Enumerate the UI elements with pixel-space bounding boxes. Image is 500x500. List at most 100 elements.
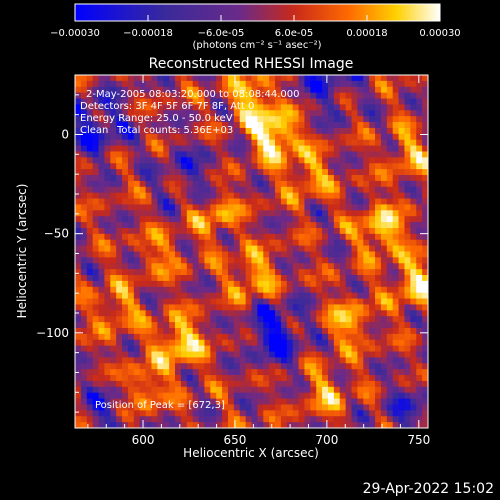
heatmap-cell	[404, 198, 411, 206]
heatmap-cell	[104, 410, 111, 417]
heatmap-cell	[398, 186, 406, 194]
heatmap-cell	[175, 369, 182, 376]
heatmap-cell	[210, 116, 217, 123]
heatmap-cell	[216, 86, 223, 94]
heatmap-cell	[380, 210, 388, 217]
heatmap-cell	[186, 210, 194, 217]
heatmap-cell	[263, 163, 270, 170]
heatmap-cell	[86, 310, 94, 317]
heatmap-cell	[216, 298, 223, 306]
annotation-clean: Clean	[80, 125, 108, 136]
heatmap-cell	[151, 222, 158, 229]
heatmap-cell	[233, 280, 241, 288]
heatmap-cell	[392, 339, 400, 347]
heatmap-cell	[198, 157, 206, 164]
heatmap-cell	[175, 275, 182, 282]
heatmap-cell	[163, 269, 170, 276]
heatmap-cell	[216, 392, 223, 400]
heatmap-cell	[169, 204, 176, 211]
heatmap-cell	[98, 227, 106, 235]
heatmap-cell	[333, 192, 341, 200]
heatmap-cell	[375, 298, 382, 306]
heatmap-cell	[298, 163, 306, 170]
heatmap-cell	[239, 251, 247, 258]
heatmap-cell	[392, 180, 400, 188]
heatmap-cell	[192, 392, 200, 400]
heatmap-cell	[157, 104, 164, 111]
heatmap-cell	[192, 186, 200, 194]
heatmap-cell	[392, 351, 400, 358]
heatmap-cell	[210, 416, 217, 423]
heatmap-cell	[75, 192, 82, 200]
heatmap-cell	[310, 292, 317, 300]
heatmap-cell	[327, 304, 335, 311]
heatmap-cell	[127, 310, 135, 317]
heatmap-cell	[380, 216, 388, 223]
heatmap-cell	[380, 80, 388, 88]
heatmap-cell	[163, 198, 170, 206]
heatmap-cell	[222, 416, 229, 423]
heatmap-cell	[339, 351, 347, 358]
heatmap-cell	[175, 210, 182, 217]
heatmap-cell	[251, 333, 258, 341]
heatmap-cell	[375, 222, 382, 229]
heatmap-cell	[322, 186, 329, 194]
heatmap-cell	[75, 216, 82, 223]
heatmap-cell	[122, 416, 129, 423]
heatmap-cell	[222, 369, 229, 376]
heatmap-cell	[339, 98, 347, 106]
heatmap-cell	[269, 239, 276, 247]
heatmap-cell	[263, 345, 270, 353]
heatmap-cell	[292, 392, 300, 400]
heatmap-cell	[157, 80, 164, 88]
heatmap-cell	[122, 304, 129, 311]
heatmap-cell	[222, 151, 229, 158]
heatmap-cell	[380, 151, 388, 158]
heatmap-cell	[322, 227, 329, 235]
heatmap-cell	[186, 422, 194, 428]
heatmap-cell	[227, 86, 235, 94]
heatmap-cell	[216, 310, 223, 317]
heatmap-cell	[286, 227, 294, 235]
heatmap-cell	[80, 75, 88, 82]
heatmap-cell	[263, 333, 270, 341]
heatmap-cell	[186, 80, 194, 88]
heatmap-cell	[263, 304, 270, 311]
heatmap-cell	[222, 327, 229, 335]
heatmap-cell	[186, 380, 194, 388]
heatmap-cell	[204, 245, 211, 253]
heatmap-cell	[386, 175, 394, 182]
heatmap-cell	[292, 404, 300, 411]
heatmap-cell	[222, 345, 229, 353]
heatmap-cell	[275, 410, 282, 417]
heatmap-cell	[316, 186, 323, 194]
heatmap-cell	[157, 151, 164, 158]
heatmap-cell	[333, 122, 341, 129]
heatmap-cell	[386, 363, 394, 370]
heatmap-cell	[363, 251, 370, 258]
heatmap-cell	[216, 380, 223, 388]
heatmap-cell	[369, 286, 376, 294]
heatmap-cell	[192, 369, 200, 376]
heatmap-cell	[175, 245, 182, 253]
heatmap-cell	[375, 322, 382, 329]
heatmap-cell	[116, 116, 123, 123]
heatmap-cell	[286, 169, 294, 176]
heatmap-cell	[280, 275, 288, 282]
heatmap-cell	[216, 169, 223, 176]
heatmap-cell	[145, 327, 153, 335]
heatmap-cell	[245, 80, 253, 88]
heatmap-cell	[80, 186, 88, 194]
heatmap-cell	[127, 157, 135, 164]
heatmap-cell	[280, 151, 288, 158]
heatmap-cell	[216, 133, 223, 141]
heatmap-cell	[92, 251, 100, 258]
heatmap-cell	[251, 192, 258, 200]
heatmap-cell	[292, 380, 300, 388]
heatmap-cell	[386, 157, 394, 164]
heatmap-cell	[151, 239, 158, 247]
heatmap-cell	[192, 210, 200, 217]
heatmap-cell	[151, 86, 158, 94]
heatmap-cell	[210, 275, 217, 282]
heatmap-cell	[175, 292, 182, 300]
